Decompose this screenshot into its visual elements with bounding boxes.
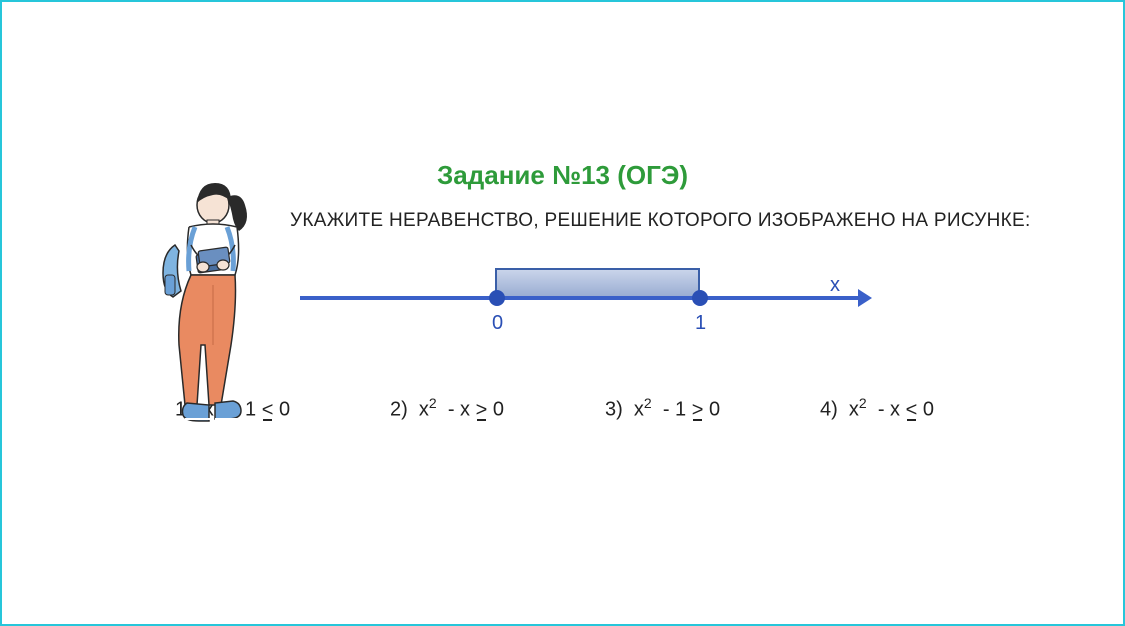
option-2-number: 2): [390, 399, 408, 421]
option-2-rhs: 0: [493, 399, 504, 421]
point-0-label: 0: [492, 312, 503, 335]
option-3-rhs: 0: [709, 399, 720, 421]
axis-arrow-icon: [858, 289, 872, 307]
option-4: 4) x2 - x < 0: [820, 395, 1020, 422]
task-prompt: УКАЖИТЕ НЕРАВЕНСТВО, РЕШЕНИЕ КОТОРОГО ИЗ…: [290, 210, 1050, 232]
point-1: [692, 290, 708, 306]
option-3: 3) x2 - 1 > 0: [605, 395, 820, 422]
point-1-label: 1: [695, 312, 706, 335]
option-4-rhs: 0: [923, 399, 934, 421]
axis-label: x: [830, 274, 840, 297]
axis-line: [300, 296, 860, 300]
option-2: 2) x2 - x > 0: [390, 395, 605, 422]
option-3-number: 3): [605, 399, 623, 421]
point-0: [489, 290, 505, 306]
answer-options: 1) x2 - 1 < 0 2) x2 - x > 0 3) x2 - 1 > …: [175, 395, 1075, 422]
slide-content: Задание №13 (ОГЭ) УКАЖИТЕ НЕРАВЕНСТВО, Р…: [0, 0, 1125, 626]
student-illustration: [155, 175, 295, 430]
interval-shaded: [495, 268, 700, 298]
option-4-number: 4): [820, 399, 838, 421]
number-line-diagram: 0 1 x: [300, 260, 870, 350]
